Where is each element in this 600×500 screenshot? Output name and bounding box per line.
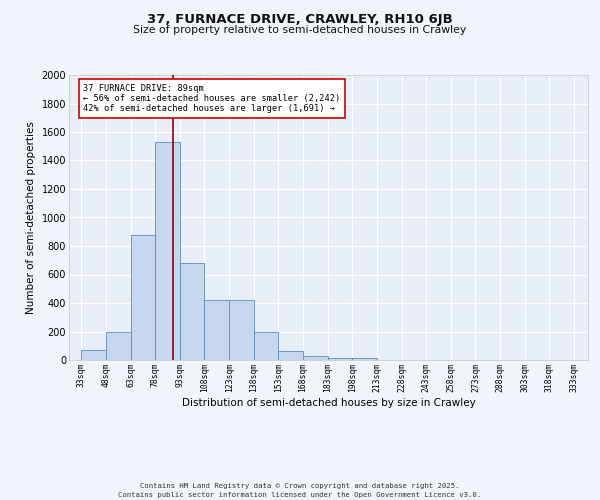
Bar: [303, 356, 328, 360]
Bar: [205, 300, 229, 360]
Bar: [352, 358, 377, 360]
Bar: [254, 332, 278, 360]
X-axis label: Distribution of semi-detached houses by size in Crawley: Distribution of semi-detached houses by …: [182, 398, 475, 407]
Bar: [82, 350, 106, 360]
Text: Size of property relative to semi-detached houses in Crawley: Size of property relative to semi-detach…: [133, 25, 467, 35]
Bar: [180, 263, 205, 360]
Text: 37 FURNACE DRIVE: 89sqm
← 56% of semi-detached houses are smaller (2,242)
42% of: 37 FURNACE DRIVE: 89sqm ← 56% of semi-de…: [83, 84, 340, 114]
Bar: [106, 332, 131, 360]
Text: Contains HM Land Registry data © Crown copyright and database right 2025.
Contai: Contains HM Land Registry data © Crown c…: [118, 483, 482, 498]
Bar: [229, 300, 254, 360]
Y-axis label: Number of semi-detached properties: Number of semi-detached properties: [26, 121, 36, 314]
Bar: [328, 358, 352, 360]
Bar: [131, 234, 155, 360]
Text: 37, FURNACE DRIVE, CRAWLEY, RH10 6JB: 37, FURNACE DRIVE, CRAWLEY, RH10 6JB: [147, 12, 453, 26]
Bar: [278, 352, 303, 360]
Bar: [155, 142, 180, 360]
